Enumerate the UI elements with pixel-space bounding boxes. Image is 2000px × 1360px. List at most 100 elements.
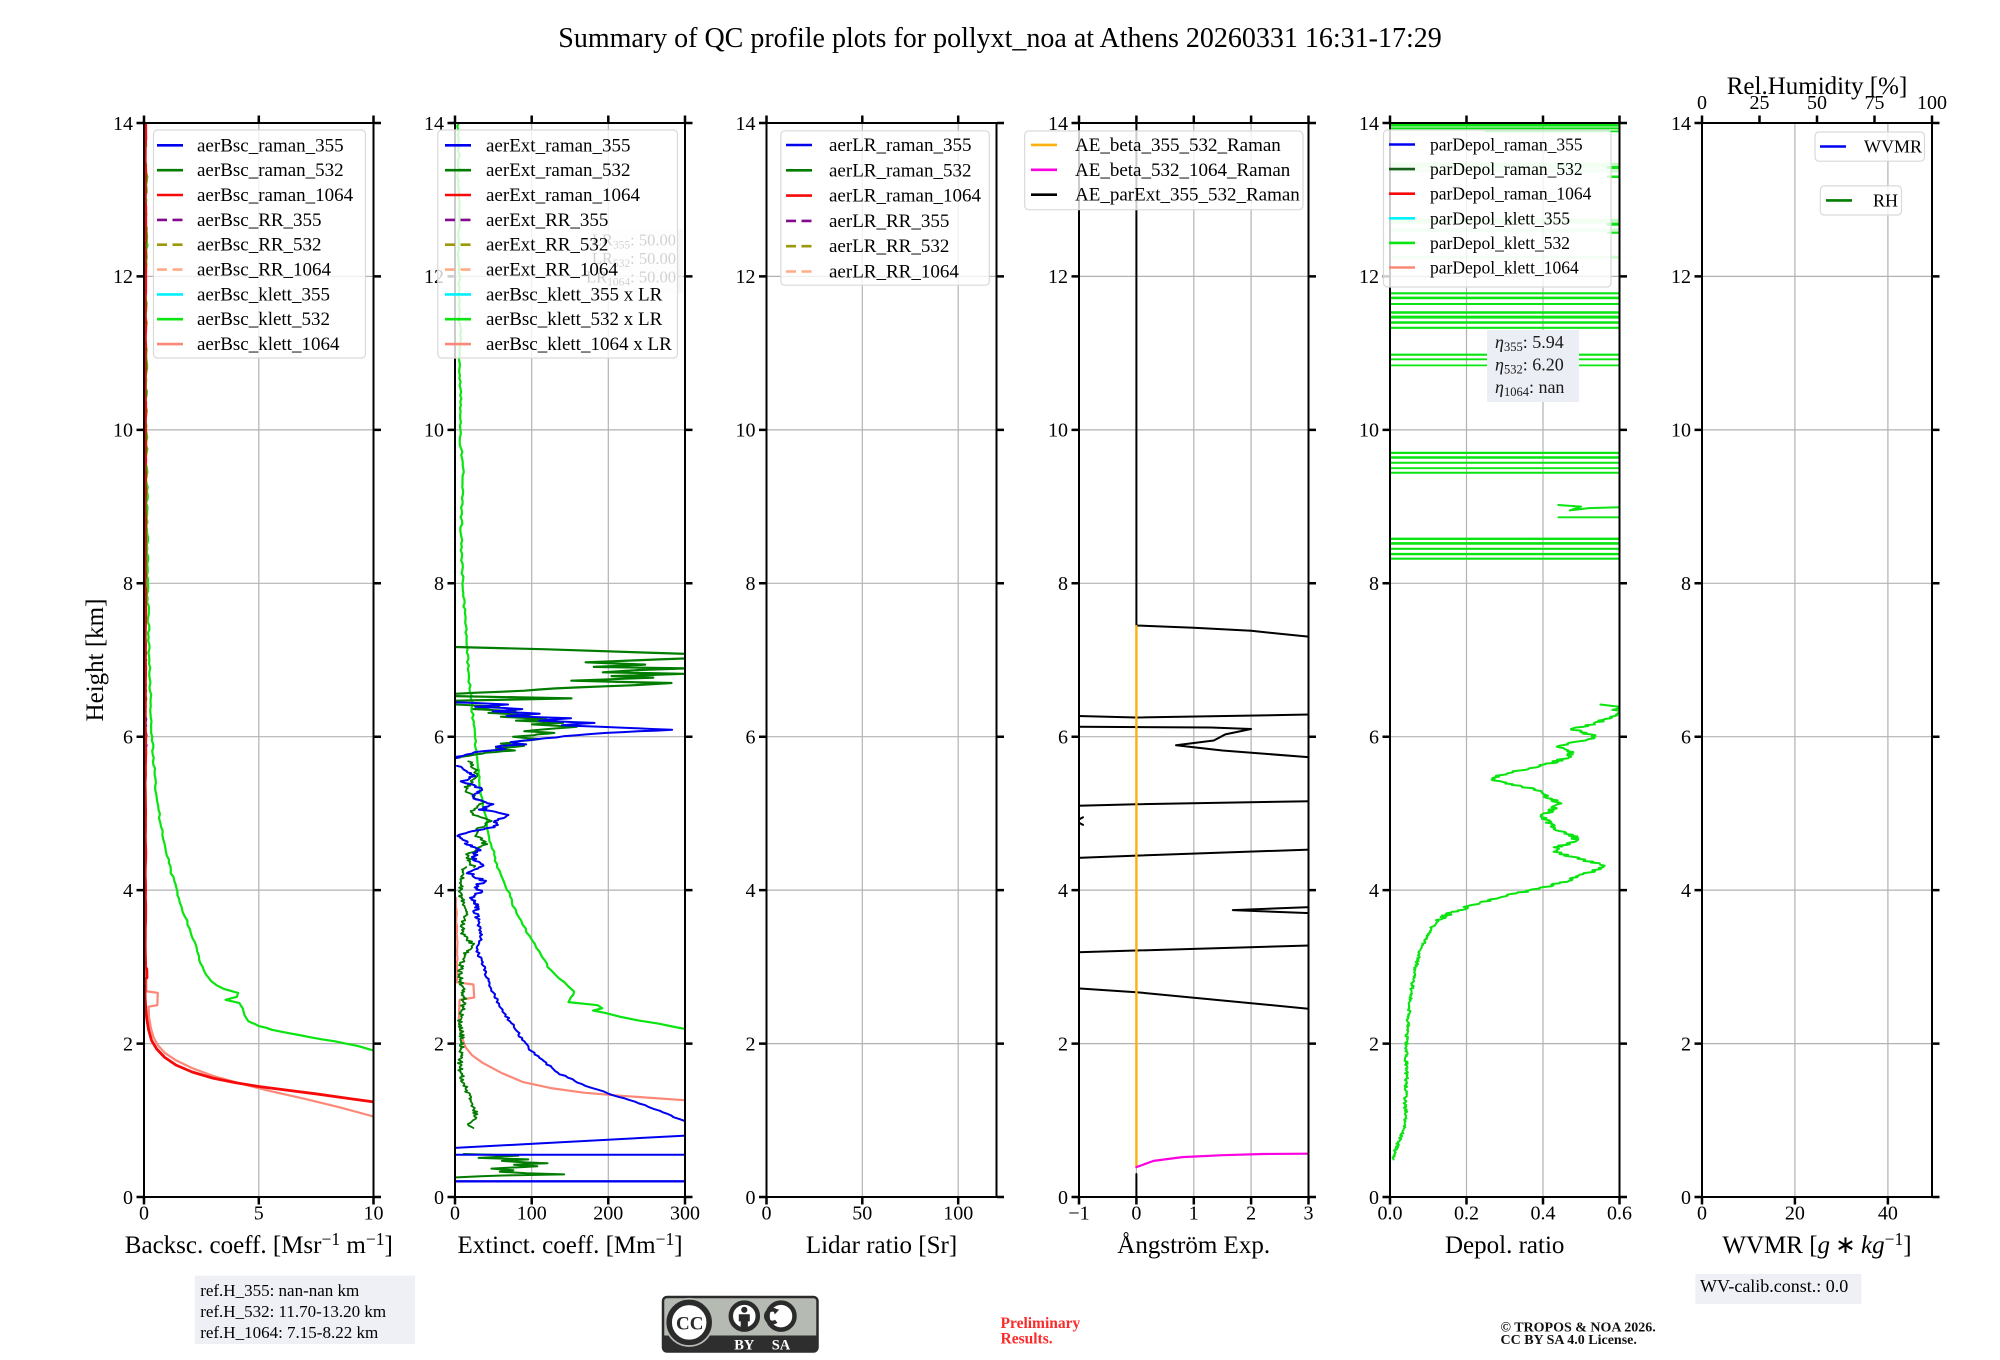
svg-text:aerBsc_klett_532 x LR: aerBsc_klett_532 x LR xyxy=(486,309,663,330)
svg-text:8: 8 xyxy=(1058,573,1068,595)
svg-text:Depol. ratio: Depol. ratio xyxy=(1445,1232,1564,1259)
svg-text:14: 14 xyxy=(1671,113,1691,135)
svg-text:aerBsc_RR_355: aerBsc_RR_355 xyxy=(197,210,322,231)
svg-text:Lidar ratio [Sr]: Lidar ratio [Sr] xyxy=(806,1232,957,1259)
svg-text:Backsc. coeff. [Msr−1 m−1]: Backsc. coeff. [Msr−1 m−1] xyxy=(125,1229,393,1259)
svg-text:0.6: 0.6 xyxy=(1607,1203,1632,1225)
svg-text:2: 2 xyxy=(746,1033,756,1055)
svg-text:BY: BY xyxy=(734,1338,755,1354)
svg-text:2: 2 xyxy=(123,1033,133,1055)
svg-text:aerExt_raman_355: aerExt_raman_355 xyxy=(486,135,631,156)
svg-text:Results.: Results. xyxy=(1001,1331,1053,1348)
svg-text:4: 4 xyxy=(1369,880,1379,902)
svg-text:parDepol_raman_1064: parDepol_raman_1064 xyxy=(1430,184,1592,204)
svg-text:η532: 6.20: η532: 6.20 xyxy=(1495,355,1564,377)
svg-text:aerBsc_klett_1064 x LR: aerBsc_klett_1064 x LR xyxy=(486,334,672,355)
svg-text:aerBsc_klett_355 x LR: aerBsc_klett_355 x LR xyxy=(486,284,663,305)
svg-text:aerBsc_RR_1064: aerBsc_RR_1064 xyxy=(197,260,332,281)
svg-text:0.2: 0.2 xyxy=(1454,1203,1479,1225)
svg-text:aerExt_raman_532: aerExt_raman_532 xyxy=(486,160,631,181)
svg-text:0: 0 xyxy=(139,1203,149,1225)
svg-text:0: 0 xyxy=(1697,92,1707,114)
svg-text:8: 8 xyxy=(123,573,133,595)
svg-text:CC BY SA 4.0 License.: CC BY SA 4.0 License. xyxy=(1501,1333,1637,1348)
svg-text:0: 0 xyxy=(1681,1187,1691,1209)
svg-text:10: 10 xyxy=(113,420,133,442)
svg-text:ref.H_1064: 7.15-8.22 km: ref.H_1064: 7.15-8.22 km xyxy=(200,1323,378,1342)
svg-text:0: 0 xyxy=(1131,1203,1141,1225)
svg-text:parDepol_raman_532: parDepol_raman_532 xyxy=(1430,159,1583,179)
svg-text:5: 5 xyxy=(254,1203,264,1225)
svg-text:4: 4 xyxy=(1058,880,1068,902)
svg-text:aerLR_raman_355: aerLR_raman_355 xyxy=(829,135,971,156)
svg-text:2: 2 xyxy=(1681,1033,1691,1055)
svg-text:aerLR_RR_532: aerLR_RR_532 xyxy=(829,236,949,257)
svg-text:4: 4 xyxy=(123,880,133,902)
svg-text:parDepol_klett_355: parDepol_klett_355 xyxy=(1430,208,1570,228)
svg-text:aerBsc_raman_1064: aerBsc_raman_1064 xyxy=(197,185,354,206)
svg-text:40: 40 xyxy=(1878,1203,1898,1225)
svg-text:10: 10 xyxy=(1359,420,1379,442)
svg-text:parDepol_raman_355: parDepol_raman_355 xyxy=(1430,135,1583,155)
svg-text:75: 75 xyxy=(1865,92,1885,114)
svg-text:aerLR_RR_355: aerLR_RR_355 xyxy=(829,211,949,232)
svg-text:2: 2 xyxy=(434,1033,444,1055)
svg-text:SA: SA xyxy=(772,1338,791,1354)
svg-text:10: 10 xyxy=(1671,420,1691,442)
svg-text:50: 50 xyxy=(852,1203,872,1225)
svg-text:6: 6 xyxy=(1681,727,1691,749)
svg-text:8: 8 xyxy=(746,573,756,595)
svg-text:12: 12 xyxy=(1359,266,1379,288)
svg-text:CC: CC xyxy=(676,1314,703,1335)
svg-text:0: 0 xyxy=(450,1203,460,1225)
svg-text:AE_beta_532_1064_Raman: AE_beta_532_1064_Raman xyxy=(1075,160,1291,181)
svg-text:Rel.Humidity [%]: Rel.Humidity [%] xyxy=(1727,73,1908,100)
svg-text:WVMR [g ∗ kg−1]: WVMR [g ∗ kg−1] xyxy=(1722,1229,1911,1259)
svg-text:Extinct. coeff. [Mm−1]: Extinct. coeff. [Mm−1] xyxy=(457,1229,682,1259)
svg-text:aerBsc_klett_532: aerBsc_klett_532 xyxy=(197,309,330,330)
svg-text:300: 300 xyxy=(670,1203,700,1225)
svg-text:12: 12 xyxy=(736,266,756,288)
svg-text:aerBsc_RR_532: aerBsc_RR_532 xyxy=(197,235,322,256)
svg-text:aerLR_raman_532: aerLR_raman_532 xyxy=(829,160,971,181)
svg-text:RH: RH xyxy=(1873,190,1898,210)
svg-text:20: 20 xyxy=(1785,1203,1805,1225)
svg-text:aerExt_RR_355: aerExt_RR_355 xyxy=(486,210,608,231)
svg-text:1: 1 xyxy=(1189,1203,1199,1225)
svg-text:8: 8 xyxy=(434,573,444,595)
svg-text:4: 4 xyxy=(434,880,444,902)
svg-text:2: 2 xyxy=(1246,1203,1256,1225)
svg-text:4: 4 xyxy=(1681,880,1691,902)
svg-text:200: 200 xyxy=(593,1203,623,1225)
svg-text:WV-calib.const.: 0.0: WV-calib.const.: 0.0 xyxy=(1700,1276,1848,1296)
svg-text:0: 0 xyxy=(746,1187,756,1209)
svg-text:AE_parExt_355_532_Raman: AE_parExt_355_532_Raman xyxy=(1075,185,1300,206)
svg-text:4: 4 xyxy=(746,880,756,902)
svg-text:100: 100 xyxy=(1917,92,1947,114)
svg-text:AE_beta_355_532_Raman: AE_beta_355_532_Raman xyxy=(1075,135,1281,156)
svg-text:14: 14 xyxy=(736,113,756,135)
svg-text:25: 25 xyxy=(1750,92,1770,114)
svg-text:aerExt_RR_532: aerExt_RR_532 xyxy=(486,235,608,256)
svg-text:Preliminary: Preliminary xyxy=(1001,1315,1081,1332)
svg-text:50: 50 xyxy=(1807,92,1827,114)
svg-text:10: 10 xyxy=(364,1203,384,1225)
svg-text:aerBsc_klett_1064: aerBsc_klett_1064 xyxy=(197,334,340,355)
svg-text:aerExt_raman_1064: aerExt_raman_1064 xyxy=(486,185,641,206)
svg-text:−1: −1 xyxy=(1068,1203,1089,1225)
svg-text:0: 0 xyxy=(434,1187,444,1209)
svg-text:Summary of QC profile plots fo: Summary of QC profile plots for pollyxt_… xyxy=(558,23,1441,54)
svg-text:η1064: nan: η1064: nan xyxy=(1495,377,1564,399)
svg-text:Height [km]: Height [km] xyxy=(82,599,109,722)
svg-text:8: 8 xyxy=(1681,573,1691,595)
svg-text:10: 10 xyxy=(736,420,756,442)
svg-text:aerLR_raman_1064: aerLR_raman_1064 xyxy=(829,186,981,207)
svg-text:6: 6 xyxy=(1058,727,1068,749)
svg-text:14: 14 xyxy=(113,113,133,135)
svg-text:10: 10 xyxy=(1048,420,1068,442)
svg-text:0.4: 0.4 xyxy=(1531,1203,1556,1225)
svg-text:parDepol_klett_1064: parDepol_klett_1064 xyxy=(1430,258,1579,278)
svg-text:0: 0 xyxy=(1369,1187,1379,1209)
svg-text:Ångström Exp.: Ångström Exp. xyxy=(1117,1232,1270,1259)
svg-text:3: 3 xyxy=(1304,1203,1314,1225)
